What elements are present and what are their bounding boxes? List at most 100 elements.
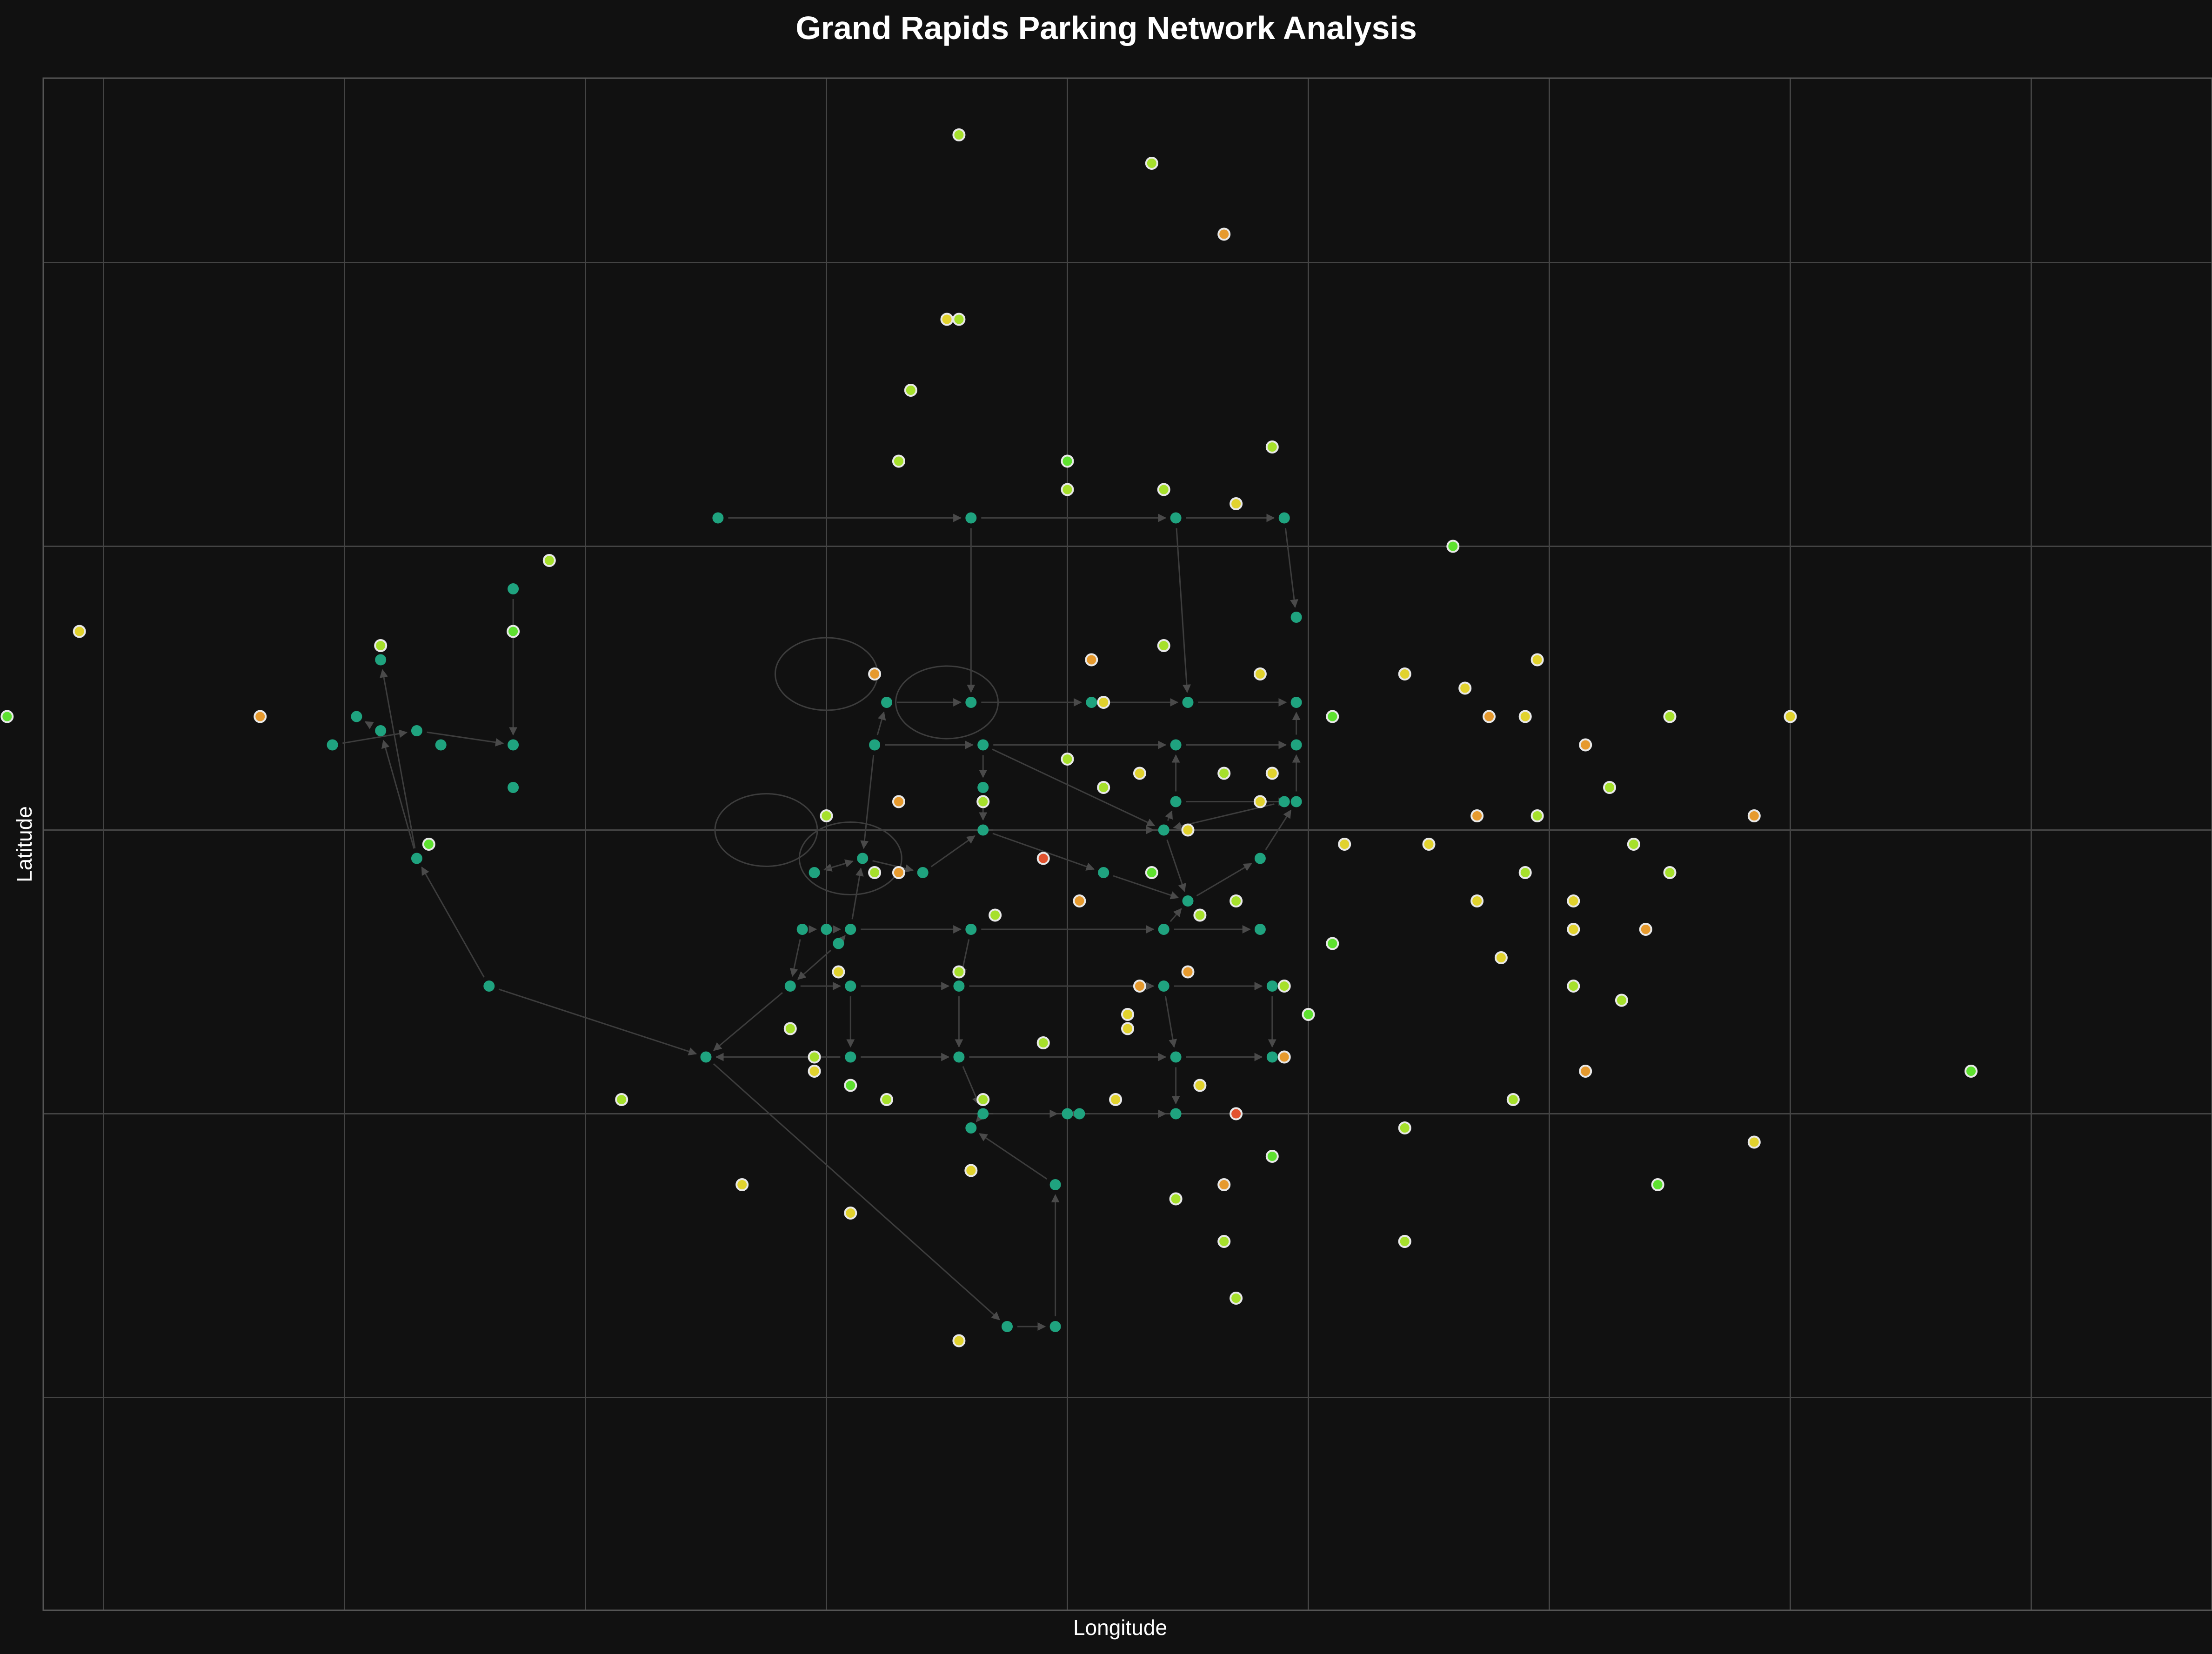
parking-lot-point-97 [1217, 1178, 1231, 1191]
network-edge-71 [789, 939, 801, 977]
network-node-38 [845, 924, 856, 935]
parking-lot-point-90 [1506, 1093, 1520, 1106]
parking-lot-point-16 [374, 639, 388, 652]
parking-lot-point-86 [880, 1093, 893, 1106]
parking-lot-point-103 [1398, 1235, 1411, 1248]
parking-lot-point-24 [254, 710, 267, 723]
network-node-31 [857, 853, 869, 864]
network-node-18 [1290, 697, 1302, 708]
network-node-4 [508, 583, 519, 594]
parking-lot-point-99 [1169, 1192, 1183, 1206]
network-node-43 [483, 980, 495, 992]
parking-lot-point-54 [1145, 866, 1158, 879]
parking-lot-point-30 [1784, 710, 1797, 723]
parking-lot-point-26 [1326, 710, 1339, 723]
plot-frame [42, 77, 2212, 1611]
parking-lot-point-37 [1603, 781, 1616, 794]
network-node-55 [977, 1108, 989, 1120]
parking-lot-point-79 [808, 1050, 821, 1064]
network-edge-31 [498, 988, 697, 1056]
network-node-19 [869, 739, 881, 751]
network-node-22 [1290, 739, 1302, 751]
parking-lot-point-73 [1615, 994, 1628, 1007]
parking-lot-point-10 [1157, 483, 1170, 496]
parking-lot-point-93 [1747, 1135, 1761, 1149]
network-node-6 [375, 654, 387, 666]
network-node-12 [508, 739, 519, 751]
parking-lot-point-105 [952, 1334, 966, 1347]
parking-lot-point-70 [1277, 980, 1291, 993]
parking-lot-point-19 [1530, 653, 1544, 667]
parking-lot-point-56 [1663, 866, 1677, 879]
parking-lot-point-13 [1446, 540, 1460, 553]
network-node-25 [1278, 796, 1290, 807]
parking-lot-point-77 [1121, 1022, 1134, 1035]
parking-lot-point-32 [1579, 738, 1592, 752]
network-node-53 [1266, 1051, 1278, 1063]
parking-lot-point-94 [1265, 1150, 1279, 1163]
network-node-17 [1182, 697, 1194, 708]
network-node-15 [965, 697, 977, 708]
parking-lot-point-82 [1579, 1065, 1592, 1078]
network-edge-42 [1196, 863, 1252, 897]
network-node-14 [881, 697, 892, 708]
parking-lot-point-31 [0, 710, 14, 723]
parking-lot-point-40 [1253, 795, 1267, 808]
parking-lot-point-58 [1073, 894, 1086, 907]
parking-lot-point-14 [73, 625, 86, 638]
parking-lot-point-23 [1458, 681, 1472, 695]
parking-lot-point-18 [1157, 639, 1170, 652]
parking-lot-point-47 [1627, 838, 1640, 851]
network-edge-22 [992, 748, 1156, 827]
network-node-51 [953, 1051, 965, 1063]
network-edge-32 [713, 1063, 1000, 1321]
network-node-28 [1158, 824, 1169, 836]
network-node-23 [977, 782, 989, 793]
network-edge-27 [380, 669, 416, 849]
network-node-9 [411, 725, 422, 736]
parking-lot-point-25 [1097, 696, 1110, 709]
network-edge-18 [1165, 810, 1173, 821]
network-node-29 [411, 853, 422, 864]
parking-lot-point-62 [1193, 908, 1207, 922]
parking-lot-point-87 [976, 1093, 990, 1106]
parking-lot-point-61 [1567, 894, 1580, 907]
network-edge-64 [1164, 996, 1177, 1048]
network-node-20 [977, 739, 989, 751]
y-axis-label: Latitude [12, 806, 36, 882]
parking-lot-point-6 [1265, 440, 1279, 454]
parking-lot-point-0 [952, 128, 966, 141]
network-node-41 [1254, 924, 1266, 935]
parking-lot-point-35 [1133, 767, 1146, 780]
parking-lot-point-36 [1265, 767, 1279, 780]
parking-lot-point-89 [615, 1093, 628, 1106]
network-edge-55 [837, 935, 846, 944]
network-node-2 [1170, 512, 1182, 524]
parking-lot-point-34 [1217, 767, 1231, 780]
parking-lot-point-69 [1133, 980, 1146, 993]
parking-lot-point-63 [1567, 923, 1580, 936]
network-edge-25 [342, 729, 408, 744]
parking-lot-point-78 [1036, 1036, 1050, 1049]
parking-lot-point-7 [892, 454, 905, 468]
network-edge-41 [1113, 875, 1179, 900]
network-edge-30 [421, 867, 485, 978]
parking-lot-point-41 [976, 795, 990, 808]
network-node-60 [1049, 1179, 1061, 1190]
network-edge-66 [962, 1066, 980, 1105]
parking-lot-point-38 [892, 795, 905, 808]
parking-lot-point-8 [1061, 454, 1074, 468]
grid [43, 78, 2212, 1610]
network-edge-28 [381, 740, 415, 849]
parking-lot-point-83 [1965, 1065, 1978, 1078]
network-node-40 [1158, 924, 1169, 935]
network-node-59 [965, 1122, 977, 1134]
parking-lot-point-65 [1326, 937, 1339, 950]
parking-lot-point-45 [820, 809, 833, 822]
parking-lot-point-21 [1253, 667, 1267, 680]
network-node-5 [1290, 612, 1302, 623]
parking-lot-point-71 [952, 965, 966, 979]
network-edge-23 [1173, 803, 1275, 830]
network-edge-49 [1169, 908, 1182, 922]
